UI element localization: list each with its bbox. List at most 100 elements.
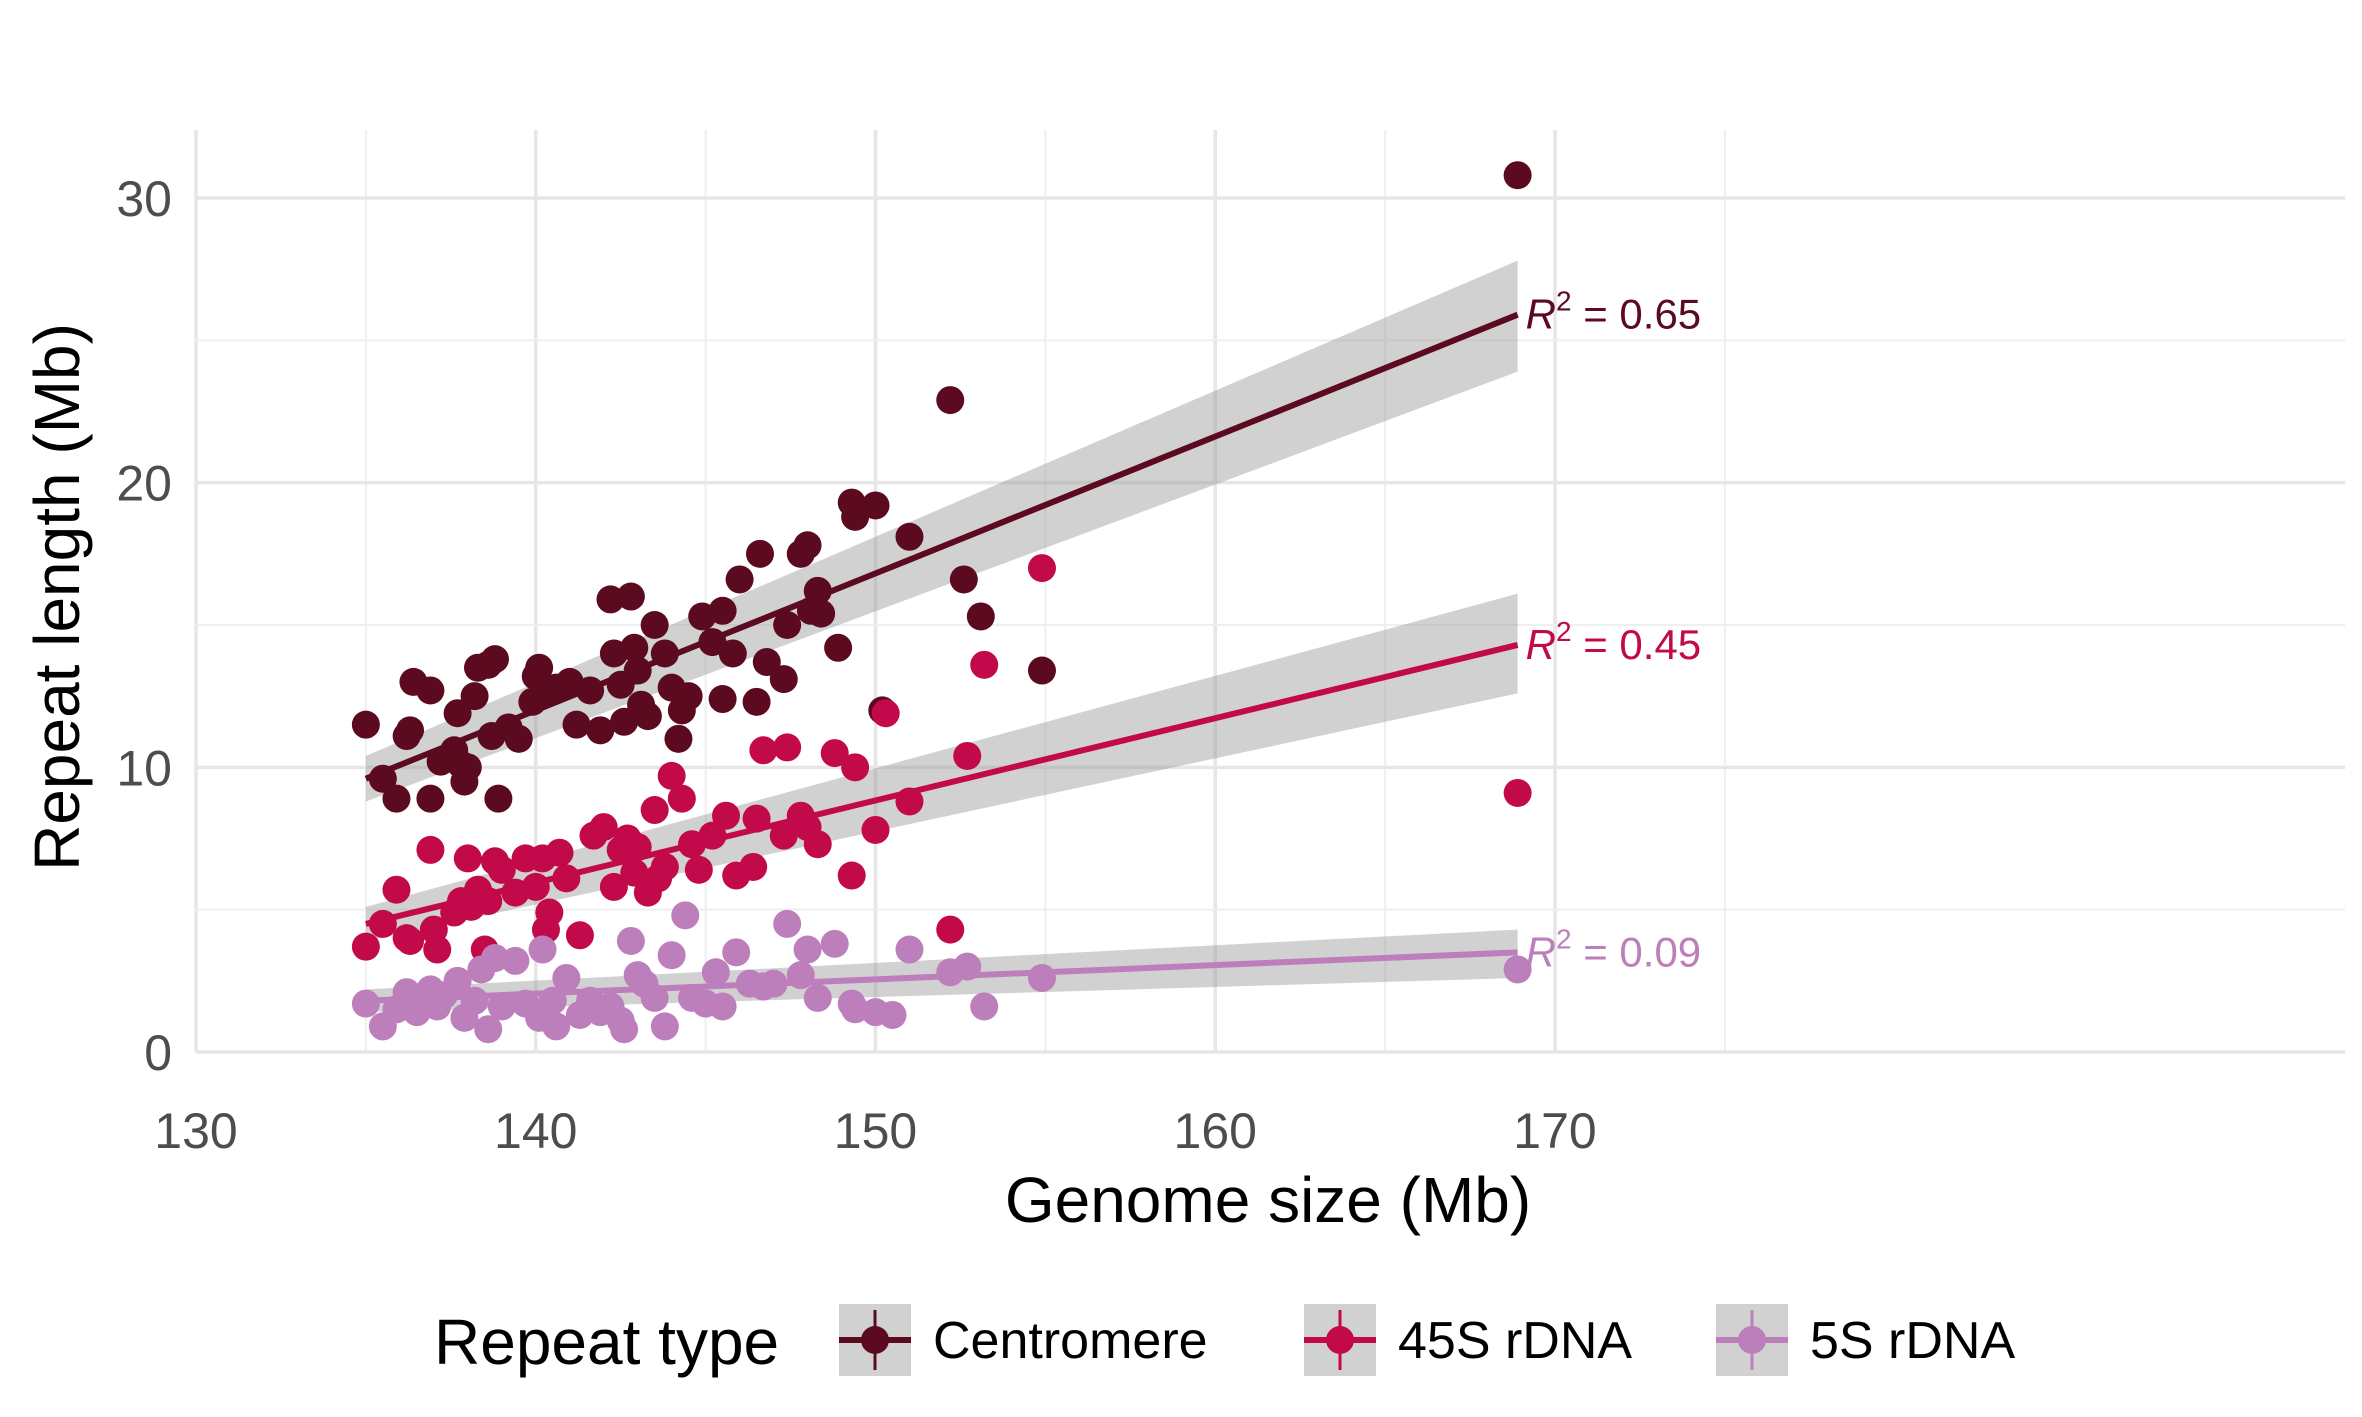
data-point [633, 702, 662, 731]
data-point [487, 855, 516, 884]
data-point [841, 502, 870, 531]
data-point [752, 648, 781, 677]
grid [194, 130, 2345, 1054]
data-point [749, 736, 778, 765]
x-tick-label: 150 [834, 1103, 917, 1159]
data-point [953, 741, 982, 770]
legend-title: Repeat type [434, 1306, 779, 1378]
data-point [650, 852, 679, 881]
confidence-band [365, 260, 1518, 802]
legend-item: 45S rDNA [1304, 1304, 1632, 1376]
data-point [610, 707, 639, 736]
data-point [773, 611, 802, 639]
data-point [480, 645, 509, 674]
data-point [769, 665, 798, 694]
data-point [708, 596, 737, 625]
data-point [722, 938, 751, 967]
data-point [841, 995, 870, 1024]
legend-item: Centromere [839, 1304, 1208, 1376]
data-point [966, 602, 995, 631]
data-point [793, 531, 822, 560]
data-point [396, 716, 425, 745]
fit-line [365, 642, 1519, 927]
x-axis-title: Genome size (Mb) [1005, 1164, 1531, 1236]
data-point [773, 909, 802, 938]
data-point [745, 539, 774, 568]
data-point [640, 611, 669, 639]
data-point [878, 1000, 907, 1029]
data-point [803, 830, 832, 859]
data-point [742, 687, 771, 716]
x-tick-label: 140 [494, 1103, 577, 1159]
data-point [501, 946, 530, 975]
fit-lines [364, 311, 1519, 1004]
data-point [351, 710, 380, 739]
x-tick-label: 160 [1174, 1103, 1257, 1159]
legend-label: 45S rDNA [1398, 1312, 1632, 1370]
data-point [351, 932, 380, 961]
data-point [616, 926, 645, 955]
x-tick-label: 130 [154, 1103, 237, 1159]
data-point [674, 682, 703, 711]
data-point [895, 522, 924, 551]
data-point [769, 821, 798, 850]
y-axis-ticks: 0 10 20 30 [116, 171, 172, 1081]
data-point [504, 724, 533, 753]
data-point [610, 1015, 639, 1044]
data-point [657, 941, 686, 970]
data-point [684, 855, 713, 884]
fit-line [364, 311, 1519, 782]
legend-key-point [1738, 1326, 1766, 1354]
data-point [443, 966, 472, 995]
data-point [664, 724, 693, 753]
data-point [861, 491, 890, 520]
y-axis-title: Repeat length (Mb) [21, 323, 93, 871]
data-point [565, 921, 594, 950]
data-point [739, 852, 768, 881]
r-squared-labels: R2 = 0.65 R2 = 0.45 R2 = 0.09 [1526, 286, 1702, 976]
r-squared-label: R2 = 0.45 [1526, 616, 1702, 668]
legend-key-point [1326, 1326, 1354, 1354]
data-point [1503, 778, 1532, 807]
r-squared-label: R2 = 0.65 [1526, 286, 1702, 338]
data-point [841, 753, 870, 782]
data-point [936, 915, 965, 944]
data-point [535, 898, 564, 927]
legend-label: 5S rDNA [1810, 1312, 2015, 1370]
data-point [545, 838, 574, 867]
data-point [552, 963, 581, 992]
legend-item: 5S rDNA [1716, 1304, 2015, 1376]
data-point [351, 989, 380, 1018]
x-axis-ticks: 130 140 150 160 170 [154, 1103, 1596, 1159]
data-point [589, 813, 618, 842]
data-point [453, 753, 482, 782]
data-point [1027, 554, 1056, 583]
data-point [460, 986, 489, 1015]
data-point [861, 815, 890, 844]
data-point [871, 699, 900, 728]
data-point [671, 901, 700, 930]
data-point [708, 992, 737, 1021]
data-point [599, 872, 628, 901]
data-point [1503, 161, 1532, 190]
data-point [396, 926, 425, 955]
data-point [708, 685, 737, 714]
data-point [895, 935, 924, 964]
data-point [616, 582, 645, 611]
data-point [525, 653, 554, 682]
data-point [650, 1012, 679, 1041]
r-squared-label: R2 = 0.09 [1526, 923, 1702, 975]
data-point [542, 1012, 571, 1041]
legend-label: Centromere [933, 1312, 1208, 1370]
data-point [1027, 963, 1056, 992]
data-point [453, 844, 482, 873]
data-points [351, 161, 1532, 1044]
data-point [1503, 955, 1532, 984]
data-point [1027, 656, 1056, 685]
fit-line [365, 949, 1518, 1004]
data-point [443, 699, 472, 728]
data-point [640, 796, 669, 825]
data-point [657, 761, 686, 790]
data-point [487, 992, 516, 1021]
